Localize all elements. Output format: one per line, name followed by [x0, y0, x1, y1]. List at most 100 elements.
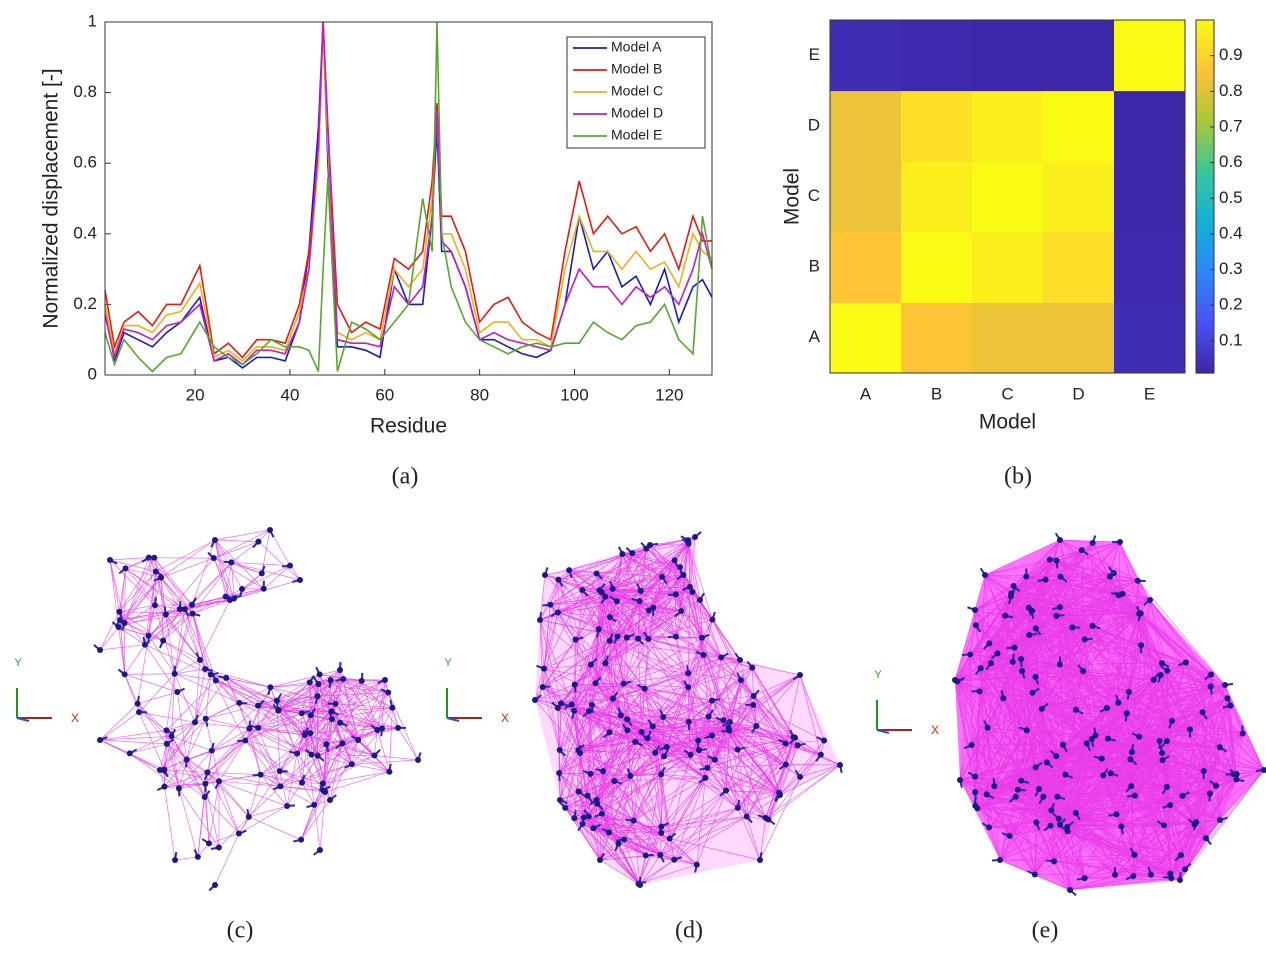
x-tick-label: 60 [375, 385, 394, 404]
network-edge [707, 767, 739, 809]
colorbar-segment [1196, 178, 1214, 183]
network-edge [171, 736, 188, 760]
network-edge [144, 571, 157, 645]
axis-triad-x-label: X [71, 711, 79, 725]
network-node [145, 632, 152, 639]
network-edge [624, 832, 662, 840]
network-edge [688, 672, 757, 727]
colorbar-segment [1196, 351, 1214, 356]
network-edge [1137, 580, 1151, 601]
network-node [307, 712, 314, 719]
network-edge [661, 807, 738, 834]
network-edge [588, 711, 597, 800]
network-node [557, 797, 563, 803]
network-edge [208, 833, 240, 844]
network-edge [675, 636, 689, 688]
axis-triad-z [16, 717, 30, 722]
network-edge [557, 612, 576, 640]
network-edge [205, 728, 250, 784]
network-edge [1034, 874, 1071, 891]
network-edge [673, 790, 727, 860]
network-edge [575, 596, 606, 640]
network-edge [661, 576, 713, 620]
heatmap-cell [830, 161, 902, 233]
network-edge [645, 774, 662, 856]
network-edge [779, 764, 841, 796]
network-edge [711, 657, 722, 736]
network-node [782, 761, 789, 768]
network-edge [144, 644, 178, 693]
colorbar-segment [1196, 108, 1214, 113]
network-node [188, 601, 195, 608]
network-node [585, 813, 592, 820]
network-edge [1210, 674, 1228, 699]
network-edge [160, 577, 164, 641]
network-node [632, 738, 639, 745]
network-edge [286, 753, 298, 807]
network-edge [1059, 539, 1120, 596]
network-edge [596, 780, 615, 801]
network-edge [542, 639, 576, 688]
network-edge [712, 735, 796, 738]
network-edge [279, 771, 288, 807]
x-tick-label: 40 [280, 385, 299, 404]
colorbar-segment [1196, 224, 1214, 229]
heatmap-cell [830, 231, 902, 303]
network-edge [542, 686, 590, 712]
network-edge [148, 557, 181, 610]
network-edge [633, 767, 708, 821]
network-node [260, 585, 267, 592]
network-edge [578, 791, 584, 818]
network-edge [165, 557, 215, 615]
network-edge [675, 594, 722, 658]
network-edge [260, 774, 288, 807]
network-edge [343, 678, 389, 693]
network-edge [596, 559, 675, 574]
heatmap-cell [972, 90, 1044, 162]
network-edge [258, 705, 332, 712]
network-node [355, 737, 362, 744]
network-edge [590, 698, 614, 774]
network-edge [799, 764, 841, 778]
network-edge [699, 599, 722, 658]
network-node [122, 565, 129, 572]
network-node [311, 801, 318, 808]
network-edge [588, 629, 600, 712]
network-edge [737, 744, 798, 809]
network-edge [612, 588, 677, 595]
colorbar-segment [1196, 122, 1214, 127]
network-edge [192, 562, 232, 614]
network-edge [725, 764, 787, 791]
network-node [294, 750, 301, 757]
network-edge [351, 755, 375, 765]
network-edge [99, 739, 130, 754]
network-node [620, 680, 627, 687]
network-edge [270, 686, 333, 720]
network-edge [720, 657, 754, 697]
network-node [314, 752, 321, 759]
network-edge [1224, 684, 1265, 771]
network-edge [666, 687, 689, 748]
network-edge [550, 596, 606, 606]
network-node [327, 797, 333, 803]
network-edge [278, 674, 320, 711]
network-node [666, 835, 673, 842]
network-edge [174, 609, 186, 674]
network-edge [276, 679, 331, 701]
network-edge [280, 754, 312, 787]
colorbar-segment [1196, 238, 1214, 243]
network-edge [595, 682, 622, 716]
network-edge [119, 557, 155, 612]
colorbar-segment [1196, 175, 1214, 180]
network-node [340, 675, 347, 682]
network-edge [714, 759, 780, 793]
network-edge [578, 718, 628, 751]
network-edge [740, 679, 786, 744]
network-edge [258, 727, 311, 734]
network-edge [729, 730, 801, 778]
network-node [602, 593, 609, 600]
network-node [284, 802, 291, 809]
network-edge [591, 704, 621, 716]
network-edge [534, 612, 559, 701]
network-edge [319, 674, 327, 745]
